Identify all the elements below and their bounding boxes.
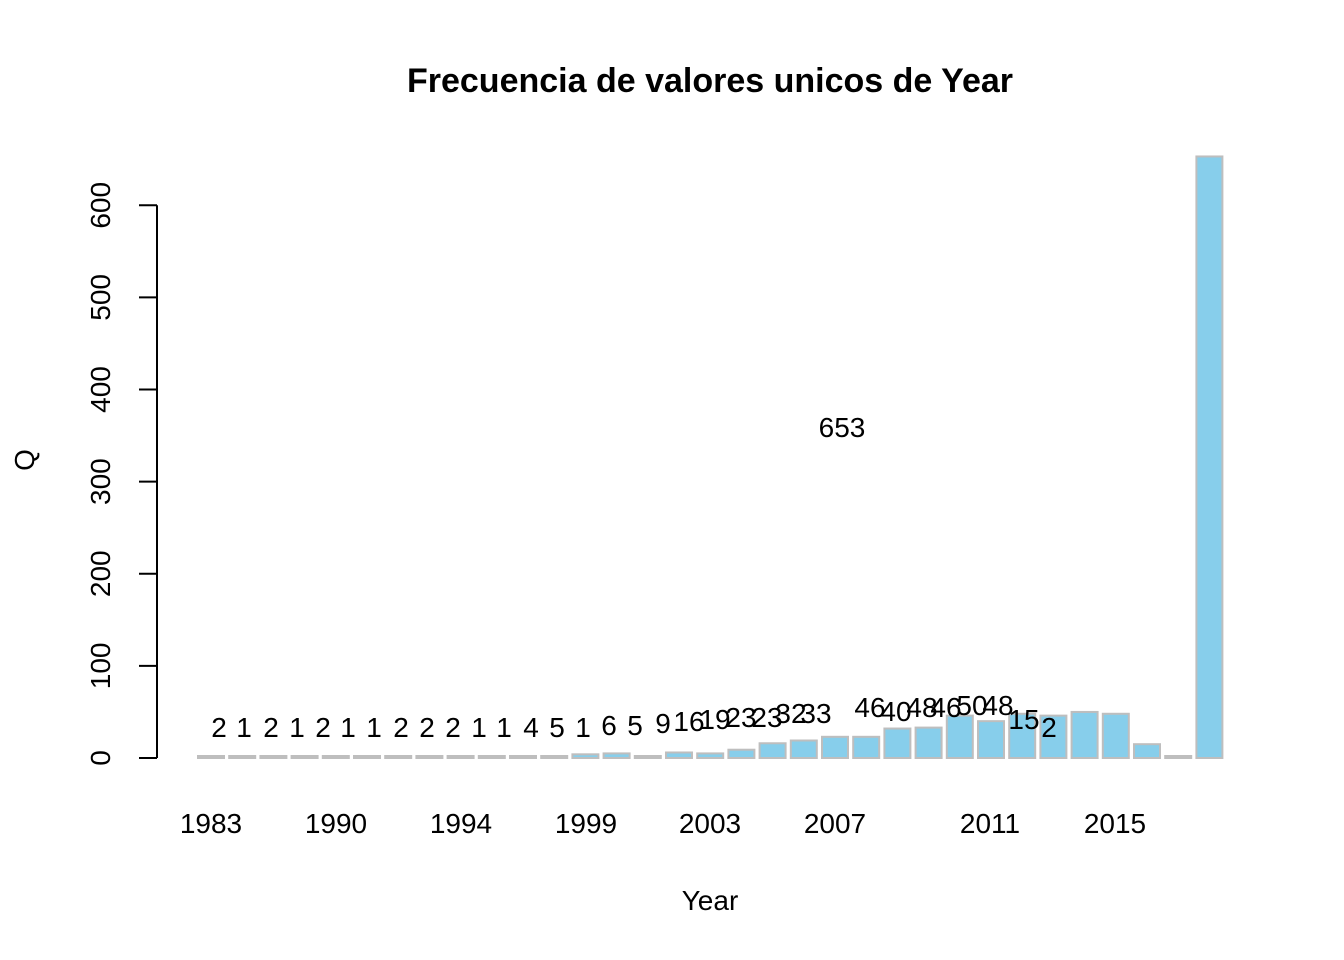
data-label: 2 <box>419 712 435 743</box>
bars-group <box>197 155 1224 760</box>
data-label: 40 <box>880 696 911 727</box>
x-tick-label: 1983 <box>180 808 242 839</box>
data-label: 2 <box>263 712 279 743</box>
data-label: 1 <box>366 712 382 743</box>
bar <box>1195 155 1224 759</box>
data-label: 2 <box>211 712 227 743</box>
bar <box>633 755 662 759</box>
data-label: 19 <box>699 704 730 735</box>
bar <box>852 735 881 759</box>
data-label: 46 <box>930 692 961 723</box>
y-tick-label: 100 <box>85 643 116 690</box>
data-label: 5 <box>627 710 643 741</box>
y-tick-label: 200 <box>85 550 116 597</box>
bar <box>727 748 756 760</box>
bar <box>1008 712 1037 760</box>
data-label: 23 <box>751 702 782 733</box>
data-label: 23 <box>725 702 756 733</box>
bar <box>353 755 381 759</box>
bar <box>977 720 1005 759</box>
data-label: 2 <box>393 712 409 743</box>
data-label: 50 <box>956 690 987 721</box>
y-tick-label: 300 <box>85 458 116 505</box>
y-tick-label: 600 <box>85 182 116 229</box>
data-label: 1 <box>236 712 252 743</box>
y-axis: 0 100 200 300 400 500 600 <box>85 182 158 766</box>
bar <box>384 755 413 759</box>
data-label: 32 <box>775 698 806 729</box>
data-label: 1 <box>575 712 591 743</box>
data-label: 1 <box>471 712 487 743</box>
data-label: 16 <box>673 706 704 737</box>
data-label: 48 <box>982 690 1013 721</box>
bar <box>696 752 725 759</box>
data-label: 6 <box>601 710 617 741</box>
bar <box>571 753 600 759</box>
data-label: 9 <box>655 708 671 739</box>
data-label: 4 <box>523 712 539 743</box>
y-axis-label: Q <box>9 449 40 471</box>
data-label: 653 <box>819 412 866 443</box>
bar <box>321 755 350 759</box>
data-label: 5 <box>549 712 565 743</box>
bar <box>446 755 475 759</box>
bar <box>1133 743 1161 760</box>
bar <box>228 755 257 759</box>
bar <box>665 751 693 759</box>
bar <box>197 755 225 759</box>
y-tick-label: 0 <box>85 750 116 766</box>
bar <box>1101 712 1130 760</box>
x-tick-label: 2015 <box>1084 808 1146 839</box>
bar <box>259 755 288 759</box>
bar <box>1164 755 1193 759</box>
x-tick-label: 2011 <box>960 808 1020 839</box>
x-tick-label: 1990 <box>305 808 367 839</box>
bar <box>540 755 569 759</box>
bar <box>1070 710 1099 760</box>
data-label: 15 <box>1008 704 1039 735</box>
x-tick-label: 1999 <box>555 808 617 839</box>
data-label: 2 <box>445 712 461 743</box>
bar <box>602 752 631 759</box>
y-tick-label: 400 <box>85 366 116 413</box>
data-label: 1 <box>289 712 305 743</box>
bar <box>477 755 506 759</box>
data-label: 1 <box>496 712 512 743</box>
bar <box>290 755 319 759</box>
x-tick-label: 2003 <box>679 808 741 839</box>
bar <box>758 742 787 760</box>
bar <box>1039 714 1068 760</box>
x-axis-label: Year <box>682 885 739 916</box>
y-tick-label: 500 <box>85 274 116 321</box>
data-label: 2 <box>315 712 331 743</box>
data-label: 1 <box>340 712 356 743</box>
bar <box>789 739 818 759</box>
bar <box>945 714 974 760</box>
x-tick-label: 1994 <box>430 808 492 839</box>
data-label: 2 <box>1041 712 1057 743</box>
x-tick-label: 2007 <box>804 808 866 839</box>
bar <box>883 727 912 760</box>
bar <box>914 726 943 760</box>
data-label: 46 <box>854 692 885 723</box>
bar <box>415 755 444 759</box>
data-label: 33 <box>800 698 831 729</box>
bar <box>821 735 849 759</box>
bar <box>509 755 537 759</box>
data-label: 48 <box>906 692 937 723</box>
chart-title: Frecuencia de valores unicos de Year <box>407 62 1013 100</box>
x-tick-labels: 1983 1990 1994 1999 2003 2007 2011 2015 <box>180 808 1146 839</box>
